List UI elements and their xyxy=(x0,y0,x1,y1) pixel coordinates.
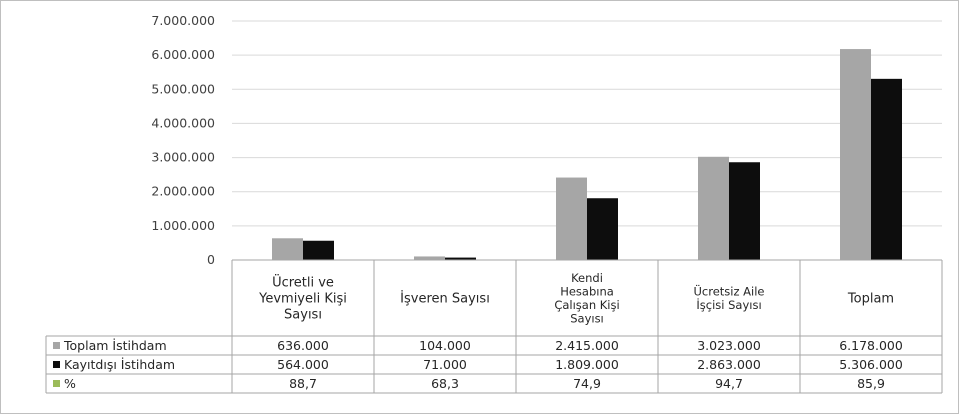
category-label: Ücretli ve Yevmiyeli Kişi Sayısı xyxy=(258,274,347,323)
data-label: 2.415.000 xyxy=(555,338,619,353)
category-label-line: İşçisi Sayısı xyxy=(696,297,761,312)
category-label-line: İşveren Sayısı xyxy=(400,291,490,307)
data-label: 104.000 xyxy=(419,338,471,353)
bars xyxy=(272,49,902,260)
bar xyxy=(729,162,760,260)
y-tick-label: 1.000.000 xyxy=(151,218,215,233)
data-label: 564.000 xyxy=(277,357,329,372)
data-label: 5.306.000 xyxy=(839,357,903,372)
category-label-line: Çalışan Kişi xyxy=(554,298,619,312)
y-tick-label: 3.000.000 xyxy=(151,150,215,165)
category-label-line: Kendi xyxy=(571,271,603,285)
bar xyxy=(871,78,902,260)
legend-key xyxy=(53,380,60,387)
y-tick-label: 7.000.000 xyxy=(151,13,215,28)
data-label: 88,7 xyxy=(289,376,317,391)
category-label-line: Sayısı xyxy=(570,311,604,325)
data-label: 2.863.000 xyxy=(697,357,761,372)
category-label-line: Toplam xyxy=(847,292,894,307)
bar xyxy=(414,256,445,260)
y-tick-label: 2.000.000 xyxy=(151,184,215,199)
legend-key xyxy=(53,342,60,349)
category-label: İşveren Sayısı xyxy=(400,291,490,307)
y-tick-label: 6.000.000 xyxy=(151,47,215,62)
legend-label: Kayıtdışı İstihdam xyxy=(64,357,175,372)
data-label: 636.000 xyxy=(277,338,329,353)
legend-label: Toplam İstihdam xyxy=(63,338,167,353)
data-label: 6.178.000 xyxy=(839,338,903,353)
category-label: Ücretsiz Aile İşçisi Sayısı xyxy=(693,282,764,312)
category-label: Kendi Hesabına Çalışan Kişi Sayısı xyxy=(554,271,619,326)
bar xyxy=(272,238,303,260)
category-label-line: Yevmiyeli Kişi xyxy=(258,292,347,307)
data-label: 68,3 xyxy=(431,376,459,391)
legend-key xyxy=(53,361,60,368)
bar xyxy=(445,257,476,260)
category-label-line: Ücretsiz Aile xyxy=(693,282,764,298)
bar xyxy=(840,49,871,260)
data-label: 71.000 xyxy=(423,357,467,372)
category-label-line: Sayısı xyxy=(284,308,322,323)
gridlines xyxy=(232,20,942,227)
y-axis-ticks: 0 1.000.000 2.000.000 3.000.000 4.000.000 5.0… xyxy=(151,13,215,267)
y-tick-label: 4.000.000 xyxy=(151,115,215,130)
category-label: Toplam xyxy=(847,292,894,307)
y-tick-label: 5.000.000 xyxy=(151,81,215,96)
data-label: 94,7 xyxy=(715,376,743,391)
bar xyxy=(587,198,618,260)
data-label: 3.023.000 xyxy=(697,338,761,353)
category-label-line: Ücretli ve xyxy=(272,274,334,291)
category-label-line: Hesabına xyxy=(560,284,614,298)
legend-label: % xyxy=(64,376,76,391)
bar xyxy=(698,156,729,260)
bar xyxy=(556,177,587,260)
data-label: 85,9 xyxy=(857,376,885,391)
y-tick-label: 0 xyxy=(207,252,215,267)
data-label: 1.809.000 xyxy=(555,357,619,372)
data-label: 74,9 xyxy=(573,376,601,391)
bar xyxy=(303,240,334,260)
